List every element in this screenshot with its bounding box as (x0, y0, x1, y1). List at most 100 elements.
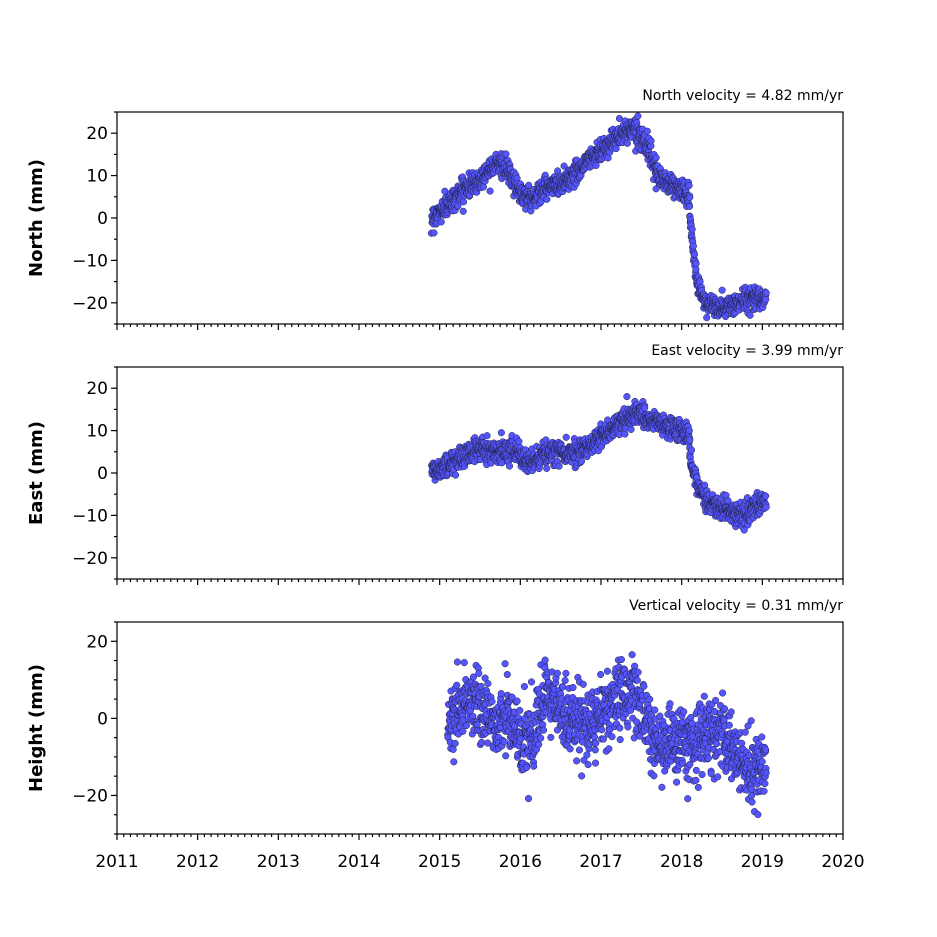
data-point (497, 429, 505, 437)
north-plot-frame (116, 111, 844, 325)
x-tick-label: 2015 (418, 852, 461, 872)
data-point (651, 706, 659, 714)
x-tick-label: 2020 (821, 852, 864, 872)
data-point (703, 314, 711, 322)
data-point (437, 218, 445, 226)
data-point (690, 250, 699, 258)
y-tick-label: 0 (97, 709, 108, 729)
data-point (584, 761, 592, 769)
data-point (502, 752, 510, 760)
data-point (497, 690, 505, 698)
data-point (573, 757, 581, 765)
y-tick-label: 10 (86, 167, 108, 187)
data-point (762, 746, 770, 754)
data-point (591, 759, 600, 767)
x-tick-label: 2013 (257, 852, 300, 872)
height-y-ticks: −20 0 20 (72, 621, 117, 835)
data-point (537, 734, 545, 742)
data-point (508, 693, 516, 701)
data-point (561, 676, 569, 685)
y-tick-label: 0 (97, 464, 108, 484)
data-point (469, 673, 477, 681)
data-point (727, 708, 735, 716)
data-point (633, 676, 641, 684)
data-point (450, 758, 458, 766)
east-plot-frame (116, 366, 844, 580)
data-point (577, 457, 586, 465)
data-point (747, 717, 755, 725)
data-point (738, 739, 746, 747)
east-x-ticks (116, 579, 844, 585)
data-point (762, 295, 770, 303)
data-point (592, 161, 600, 169)
data-point (744, 722, 752, 730)
data-point (560, 162, 568, 170)
data-point (583, 751, 591, 759)
data-point (562, 669, 570, 677)
x-tick-label: 2018 (660, 852, 703, 872)
data-point (430, 229, 438, 237)
data-point (599, 735, 607, 743)
panel-east: East velocity = 3.99 mm/yr East (mm) −20… (26, 343, 844, 585)
data-point (714, 773, 722, 781)
data-point (741, 728, 749, 736)
data-point (452, 471, 460, 479)
data-point (718, 286, 726, 294)
data-point (719, 689, 727, 697)
east-axis-label: East (mm) (26, 421, 47, 525)
y-tick-label: −10 (72, 506, 108, 526)
north-points (427, 112, 770, 322)
data-point (692, 766, 700, 774)
data-point (624, 723, 632, 731)
y-tick-label: −20 (72, 549, 108, 569)
data-point (451, 739, 459, 747)
y-tick-label: −20 (72, 294, 108, 314)
data-point (640, 682, 648, 690)
data-point (441, 187, 449, 195)
height-plot-frame (116, 621, 844, 835)
data-point (598, 726, 606, 734)
data-point (505, 462, 514, 470)
data-point (686, 193, 694, 201)
data-point (762, 289, 770, 297)
data-point (686, 202, 694, 210)
data-point (628, 651, 636, 659)
east-y-ticks: −20 −10 0 10 20 (72, 366, 117, 580)
data-point (591, 746, 599, 754)
data-point (725, 721, 733, 729)
data-point (612, 145, 620, 153)
data-point (488, 697, 496, 706)
data-point (554, 167, 562, 175)
data-point (692, 259, 700, 268)
north-velocity-label: North velocity = 4.82 mm/yr (642, 88, 843, 104)
data-point (580, 756, 588, 764)
data-point (579, 680, 587, 688)
data-point (543, 464, 551, 472)
data-point (575, 746, 583, 754)
data-point (712, 696, 720, 704)
data-point (483, 432, 491, 440)
data-point (689, 242, 697, 250)
panel-north: North velocity = 4.82 mm/yr North (mm) −… (26, 88, 844, 330)
data-point (762, 492, 770, 500)
data-point (597, 670, 605, 679)
data-point (700, 692, 708, 700)
data-point (627, 425, 635, 433)
data-point (523, 763, 531, 772)
data-point (646, 695, 654, 703)
data-point (569, 683, 577, 692)
data-point (658, 783, 666, 791)
data-point (704, 754, 712, 762)
data-point (698, 770, 706, 779)
data-point (647, 137, 655, 145)
data-point (748, 798, 756, 806)
data-point (503, 670, 511, 679)
data-point (459, 207, 467, 215)
data-point (616, 736, 624, 744)
vertical-velocity-label: Vertical velocity = 0.31 mm/yr (629, 598, 843, 614)
data-point (459, 727, 467, 735)
data-point (525, 181, 533, 189)
data-point (713, 740, 721, 748)
data-point (634, 112, 642, 120)
data-point (501, 660, 509, 668)
